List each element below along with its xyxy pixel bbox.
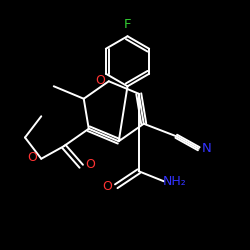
Text: O: O bbox=[85, 158, 95, 172]
Text: O: O bbox=[102, 180, 113, 193]
Text: N: N bbox=[202, 142, 211, 155]
Text: O: O bbox=[95, 74, 105, 86]
Text: NH₂: NH₂ bbox=[163, 175, 187, 188]
Text: F: F bbox=[124, 18, 131, 32]
Text: O: O bbox=[28, 151, 38, 164]
